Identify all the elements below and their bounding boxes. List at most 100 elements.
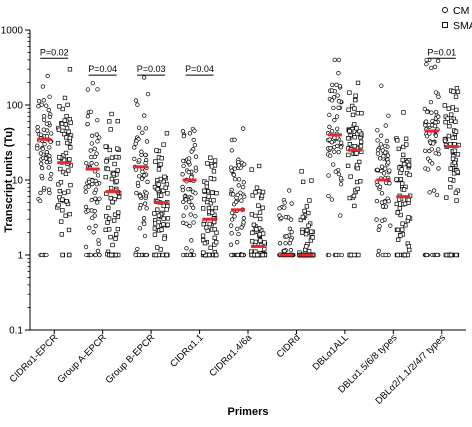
sma-point bbox=[65, 141, 69, 145]
cm-point bbox=[144, 161, 148, 165]
category-label: CIDRα1.1 bbox=[168, 332, 205, 369]
medians-layer bbox=[37, 131, 459, 255]
cm-point bbox=[96, 249, 100, 253]
cm-point bbox=[84, 205, 88, 209]
cm-point bbox=[332, 106, 336, 110]
sma-point bbox=[112, 172, 116, 176]
cm-point bbox=[187, 187, 191, 191]
cm-point bbox=[389, 224, 393, 228]
sma-point bbox=[309, 230, 313, 234]
sma-point bbox=[56, 141, 60, 145]
cm-point bbox=[376, 148, 380, 152]
cm-point bbox=[141, 131, 145, 135]
cm-point bbox=[194, 214, 198, 218]
cm-point bbox=[284, 241, 288, 245]
sma-point bbox=[104, 175, 108, 179]
sma-point bbox=[453, 149, 457, 153]
cm-point bbox=[235, 240, 239, 244]
sma-point bbox=[116, 119, 120, 123]
cm-point bbox=[426, 110, 430, 114]
cm-point bbox=[95, 182, 99, 186]
cm-point bbox=[134, 168, 138, 172]
cm-point bbox=[132, 146, 136, 150]
sma-point bbox=[162, 143, 166, 147]
sma-point bbox=[300, 170, 304, 174]
sma-point bbox=[395, 139, 399, 143]
cm-point bbox=[327, 174, 331, 178]
cm-point bbox=[37, 104, 41, 108]
legend-cm-marker bbox=[443, 8, 448, 13]
cm-point bbox=[283, 249, 287, 253]
sma-point bbox=[303, 248, 307, 252]
p-value-label: P=0.01 bbox=[427, 47, 456, 57]
cm-point bbox=[383, 144, 387, 148]
sma-point bbox=[444, 120, 448, 124]
cm-point bbox=[140, 150, 144, 154]
sma-point bbox=[160, 156, 164, 160]
cm-point bbox=[376, 139, 380, 143]
sma-point bbox=[165, 132, 169, 136]
sma-point bbox=[65, 126, 69, 130]
cm-point bbox=[140, 177, 144, 181]
sma-point bbox=[67, 228, 71, 232]
cm-point bbox=[382, 154, 386, 158]
sma-point bbox=[400, 168, 404, 172]
cm-point bbox=[86, 209, 90, 213]
cm-point bbox=[377, 228, 381, 232]
sma-point bbox=[205, 185, 209, 189]
cm-point bbox=[187, 200, 191, 204]
cm-point bbox=[84, 253, 88, 257]
sma-point bbox=[57, 156, 61, 160]
sma-point bbox=[165, 253, 169, 257]
cm-point bbox=[384, 253, 388, 257]
cm-point bbox=[330, 89, 334, 93]
cm-point bbox=[330, 129, 334, 133]
sma-point bbox=[396, 253, 400, 257]
legend-cm-label: CM bbox=[453, 5, 469, 17]
cm-point bbox=[48, 115, 52, 119]
cm-point bbox=[283, 206, 287, 210]
cm-point bbox=[138, 226, 142, 230]
y-tick-label: 0.1 bbox=[9, 326, 23, 337]
cm-point bbox=[36, 125, 40, 129]
sma-point bbox=[165, 208, 169, 212]
cm-point bbox=[377, 249, 381, 253]
sma-point bbox=[396, 228, 400, 232]
sma-point bbox=[400, 182, 404, 186]
sma-point bbox=[64, 214, 68, 218]
cm-point bbox=[137, 126, 141, 130]
sma-point bbox=[166, 217, 170, 221]
sma-point bbox=[261, 206, 265, 210]
sma-point bbox=[156, 187, 160, 191]
cm-point bbox=[93, 147, 97, 151]
sma-point bbox=[348, 129, 352, 133]
sma-point bbox=[349, 175, 353, 179]
sma-point bbox=[307, 224, 311, 228]
cm-point bbox=[384, 124, 388, 128]
sma-point bbox=[214, 240, 218, 244]
sma-point bbox=[110, 177, 114, 181]
sma-point bbox=[356, 111, 360, 115]
sma-point bbox=[401, 158, 405, 162]
sma-point bbox=[68, 212, 72, 216]
sma-point bbox=[454, 253, 458, 257]
cm-point bbox=[95, 152, 99, 156]
sma-point bbox=[443, 104, 447, 108]
cm-point bbox=[428, 191, 432, 195]
sma-point bbox=[110, 253, 114, 257]
cm-point bbox=[386, 154, 390, 158]
sma-point bbox=[456, 153, 460, 157]
sma-point bbox=[352, 194, 356, 198]
sma-point bbox=[66, 103, 70, 107]
points-layer bbox=[36, 58, 461, 257]
cm-point bbox=[235, 227, 239, 231]
sma-point bbox=[403, 202, 407, 206]
cm-point bbox=[383, 167, 387, 171]
cm-point bbox=[134, 99, 138, 103]
cm-point bbox=[283, 201, 287, 205]
legend: CMSMA bbox=[443, 5, 472, 32]
cm-point bbox=[41, 85, 45, 89]
cm-point bbox=[189, 239, 193, 243]
cm-point bbox=[385, 139, 389, 143]
